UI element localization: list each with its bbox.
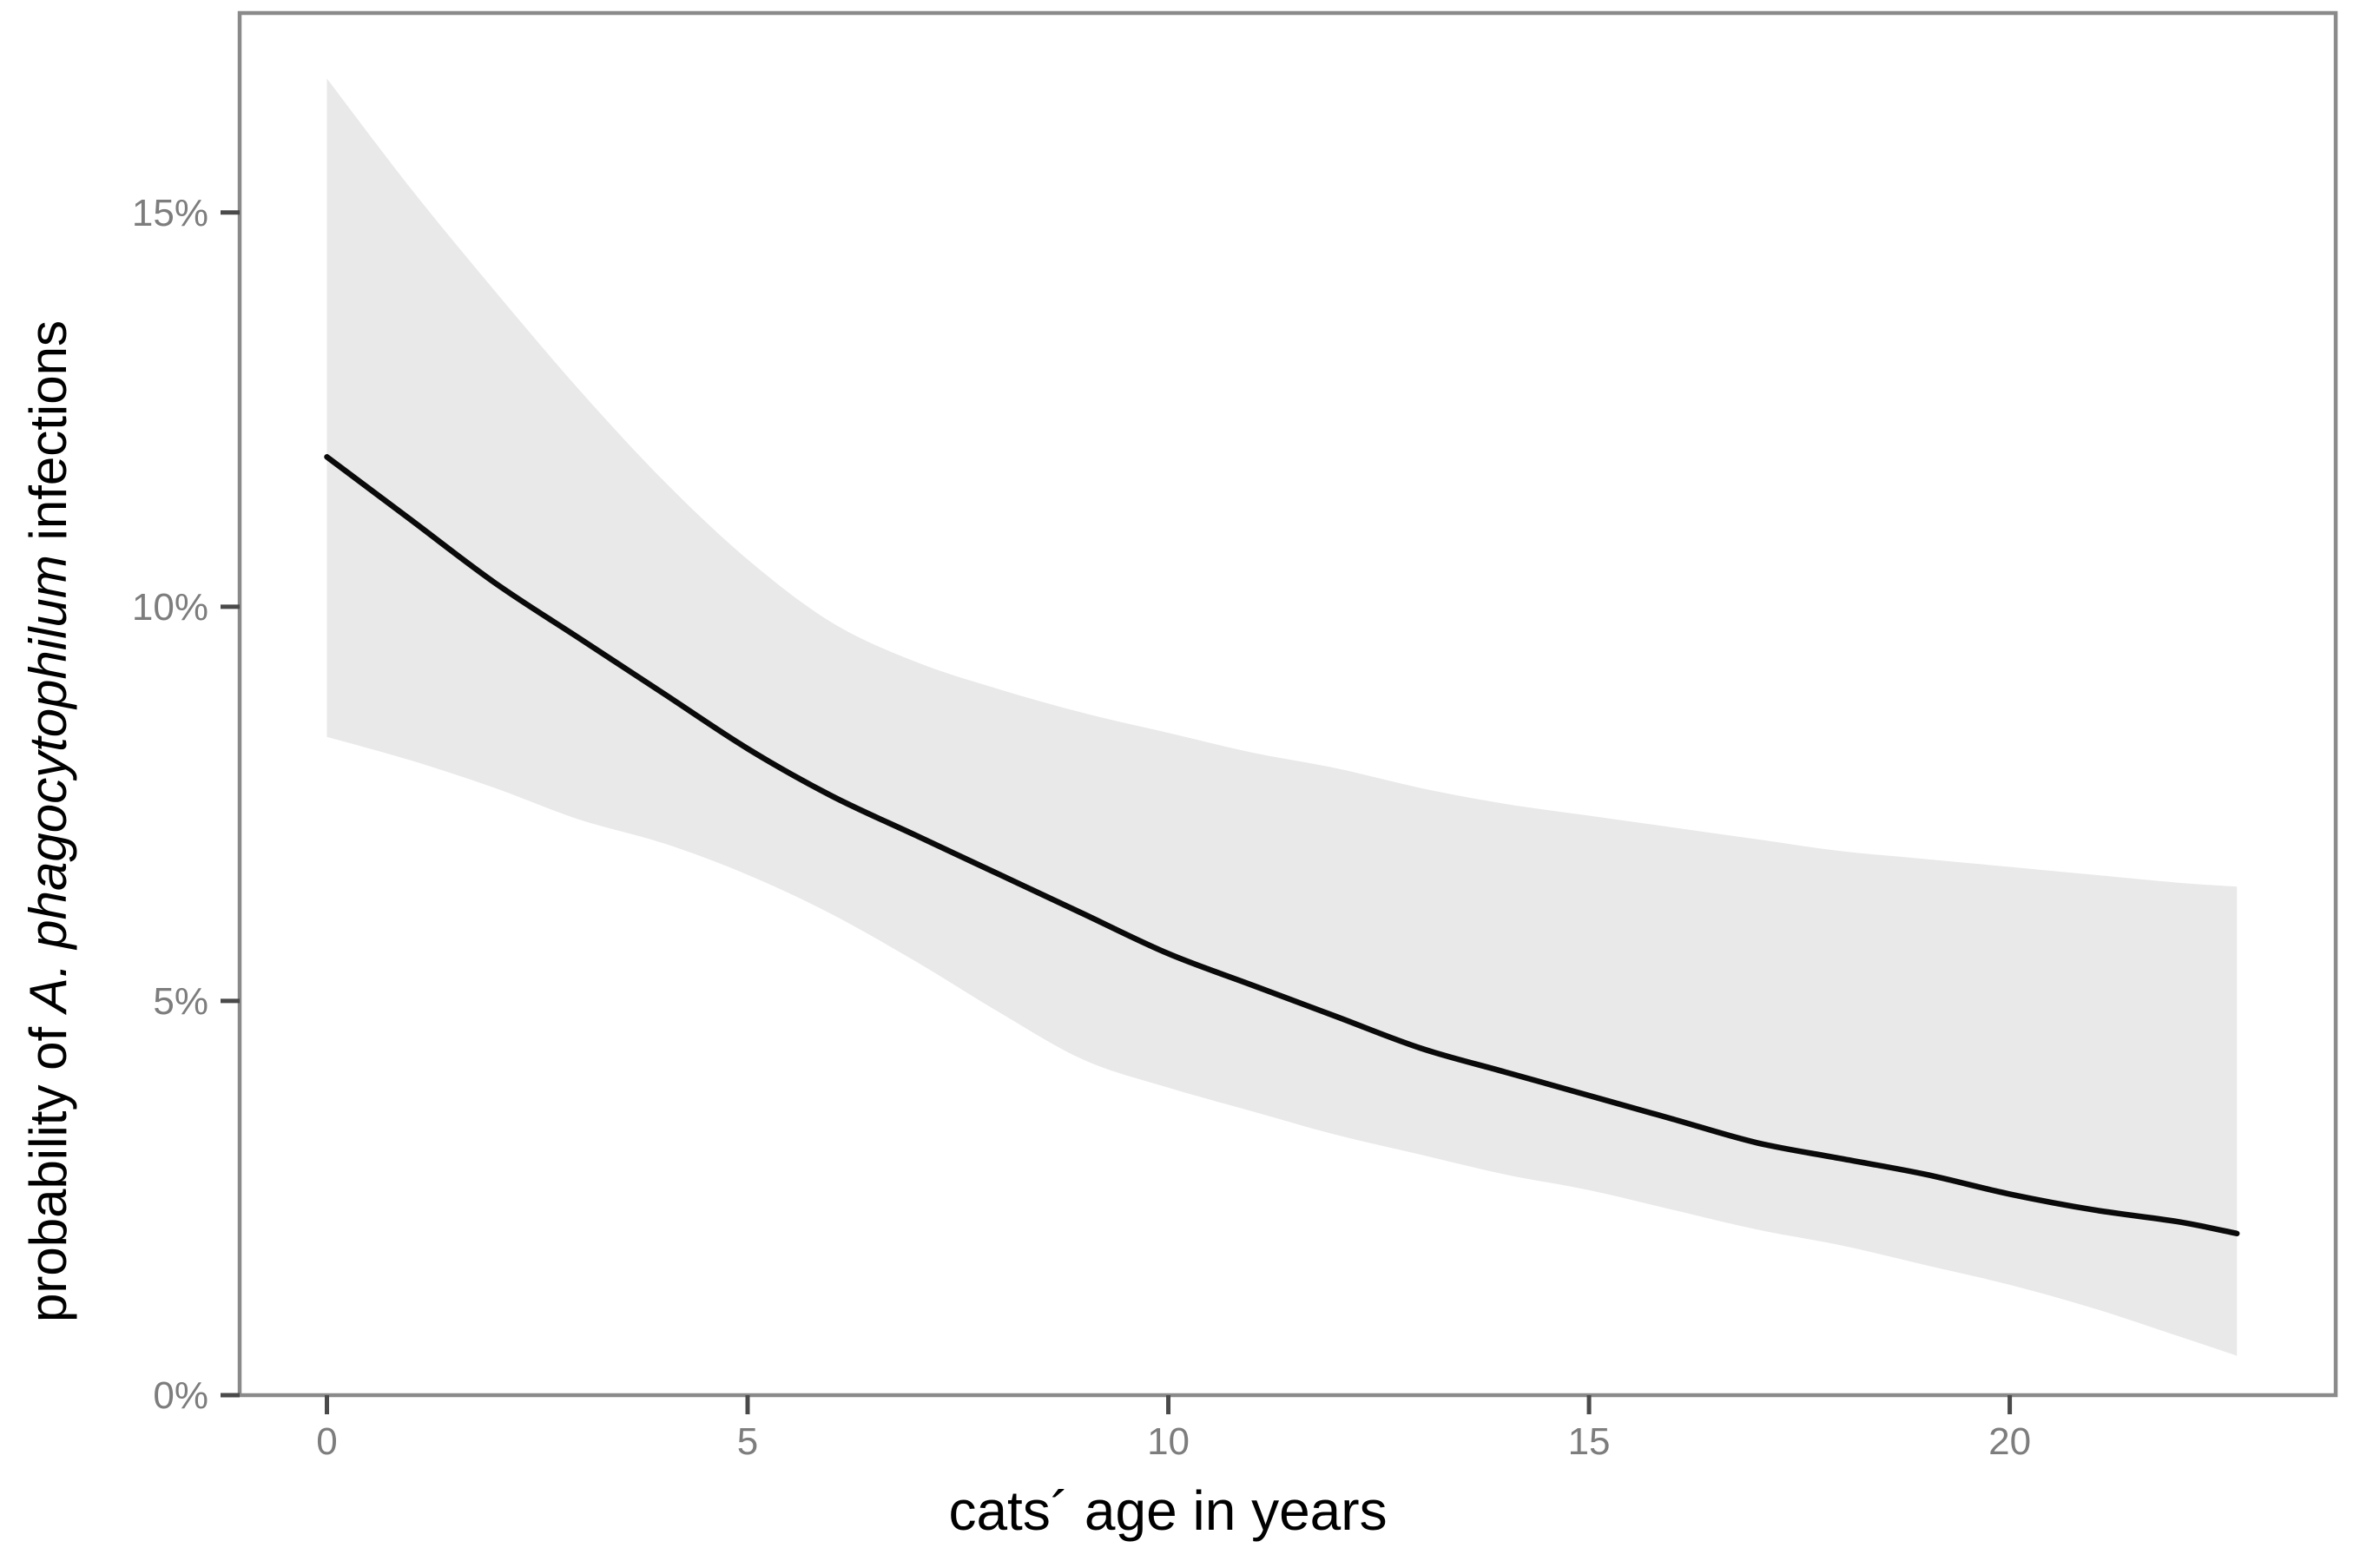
x-axis-title: cats´ age in years [948,1479,1387,1542]
y-axis-title-part3: infections [19,320,77,555]
x-axis-ticks [324,1395,2013,1414]
x-tick-label: 0 [316,1420,337,1463]
panel-border [237,10,2338,1398]
y-tick-label: 10% [132,586,208,629]
x-axis-tick-labels: 0 5 10 15 20 [316,1420,2031,1463]
y-tick-label: 15% [132,192,208,234]
y-axis-title-part1: probability of [19,1012,77,1322]
x-tick-label: 20 [1988,1420,2031,1463]
y-tick-label: 5% [153,980,208,1023]
x-tick-label: 10 [1147,1420,1190,1463]
regression-line [324,454,2240,1237]
y-axis-title-species-italic: A. phagocytophilum [19,555,77,1015]
y-axis-title: probability of A. phagocytophilum infect… [19,320,77,1322]
y-axis-tick-labels: 0% 5% 10% 15% [132,192,208,1417]
x-tick-label: 5 [737,1420,758,1463]
x-tick-label: 15 [1568,1420,1611,1463]
confidence-band [326,78,2238,1356]
y-tick-label: 0% [153,1374,208,1417]
y-axis-ticks [221,210,240,1398]
